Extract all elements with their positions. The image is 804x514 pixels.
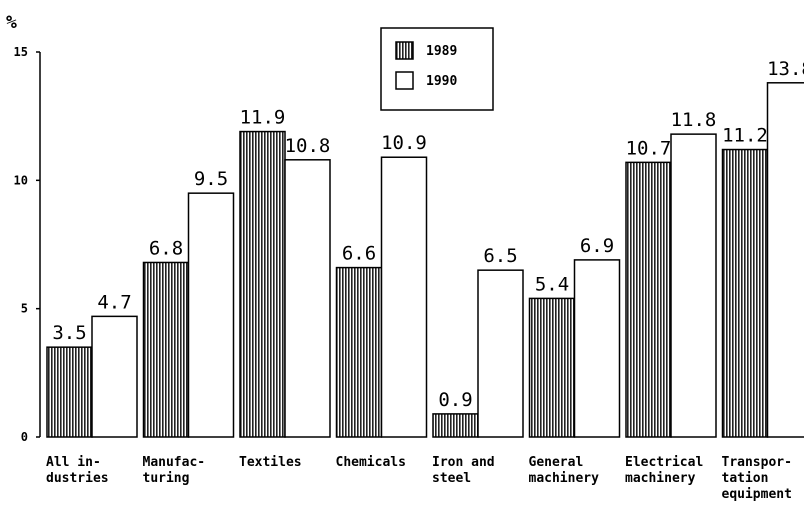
bar	[335, 266, 383, 438]
x-tick-label: Manufac-	[143, 455, 206, 470]
legend-label: 1989	[426, 44, 457, 59]
bar	[573, 259, 621, 438]
bar	[432, 413, 479, 438]
data-label: 5.4	[535, 273, 569, 295]
y-tick-label: 5	[21, 302, 28, 316]
x-tick-label: Textiles	[239, 455, 302, 470]
data-label: 10.8	[285, 135, 331, 157]
bar	[528, 297, 576, 438]
x-tick-label: General	[529, 455, 584, 470]
legend-swatch	[395, 71, 414, 90]
legend-box	[380, 27, 494, 111]
x-tick-label: Chemicals	[336, 455, 406, 470]
x-tick-label: Iron and	[432, 455, 495, 470]
y-tick-label: 0	[21, 430, 28, 444]
data-label: 11.9	[240, 107, 286, 129]
data-label: 6.6	[342, 243, 376, 265]
x-tick-label: turing	[143, 471, 190, 486]
x-tick-label: machinery	[529, 471, 600, 486]
data-label: 6.5	[483, 245, 517, 267]
y-axis-label: %	[6, 12, 17, 33]
x-tick-label: steel	[432, 471, 471, 486]
data-label: 13.8	[767, 58, 804, 80]
bar	[187, 192, 235, 438]
bar	[766, 82, 804, 438]
bar	[625, 161, 672, 438]
x-tick-label: All in-	[46, 455, 101, 470]
data-label: 4.7	[97, 291, 131, 313]
bar	[142, 261, 190, 438]
bar	[91, 315, 138, 438]
data-label: 9.5	[194, 168, 228, 190]
bar	[477, 269, 524, 438]
bar	[239, 130, 286, 438]
data-label: 10.7	[626, 137, 672, 159]
bar	[670, 133, 717, 438]
y-tick-label: 10	[14, 173, 28, 187]
data-label: 3.5	[52, 322, 86, 344]
data-label: 6.9	[580, 235, 614, 257]
legend-swatch	[395, 41, 414, 60]
data-label: 11.8	[671, 109, 717, 131]
x-tick-label: dustries	[46, 471, 109, 486]
x-tick-label: tation	[722, 471, 769, 486]
x-tick-label: Transpor-	[722, 455, 792, 470]
x-tick-label: Electrical	[625, 455, 703, 470]
y-tick-label: 15	[14, 45, 28, 59]
x-tick-label: machinery	[625, 471, 696, 486]
data-label: 11.2	[722, 125, 768, 147]
data-label: 0.9	[438, 389, 472, 411]
bar	[721, 148, 769, 438]
bar	[284, 159, 331, 438]
data-label: 6.8	[149, 237, 183, 259]
x-tick-label: equipment	[722, 487, 792, 502]
data-label: 10.9	[381, 132, 427, 154]
bar	[46, 346, 93, 438]
bar	[380, 156, 428, 438]
legend-label: 1990	[426, 74, 457, 89]
